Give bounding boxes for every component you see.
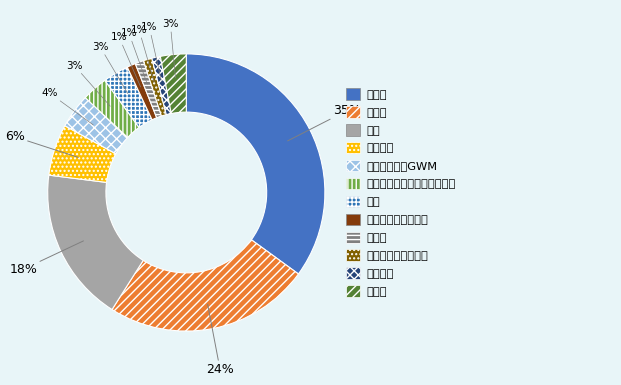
Text: 35%: 35% (288, 104, 361, 141)
Text: 4%: 4% (41, 88, 93, 125)
Text: 1%: 1% (111, 32, 140, 87)
Wedge shape (127, 64, 156, 120)
Wedge shape (49, 126, 116, 182)
Text: 1%: 1% (120, 28, 147, 84)
Text: 1%: 1% (131, 25, 154, 82)
Wedge shape (152, 56, 171, 115)
Text: 1%: 1% (141, 22, 161, 80)
Wedge shape (135, 61, 161, 118)
Text: 3%: 3% (66, 61, 110, 106)
Wedge shape (143, 58, 166, 116)
Wedge shape (85, 80, 139, 137)
Text: 3%: 3% (92, 42, 128, 94)
Text: 6%: 6% (5, 130, 78, 157)
Wedge shape (160, 54, 186, 114)
Text: 24%: 24% (206, 304, 234, 376)
Legend: トヨタ, いず, 日産, フォード, ハーバル＆GWM, ヒョンデ（旧ヒュンダイ）, キア, ランドローバー, ルノー, メルセデスベンツ, スダ: トヨタ, いず, 日産, フォード, ハーバル＆GWM, ヒョンデ（旧ヒュン… (341, 84, 460, 301)
Text: 3%: 3% (162, 19, 179, 78)
Wedge shape (48, 175, 143, 310)
Text: 18%: 18% (9, 241, 83, 276)
Wedge shape (65, 98, 128, 154)
Wedge shape (105, 67, 152, 127)
Wedge shape (112, 240, 299, 331)
Wedge shape (186, 54, 325, 274)
